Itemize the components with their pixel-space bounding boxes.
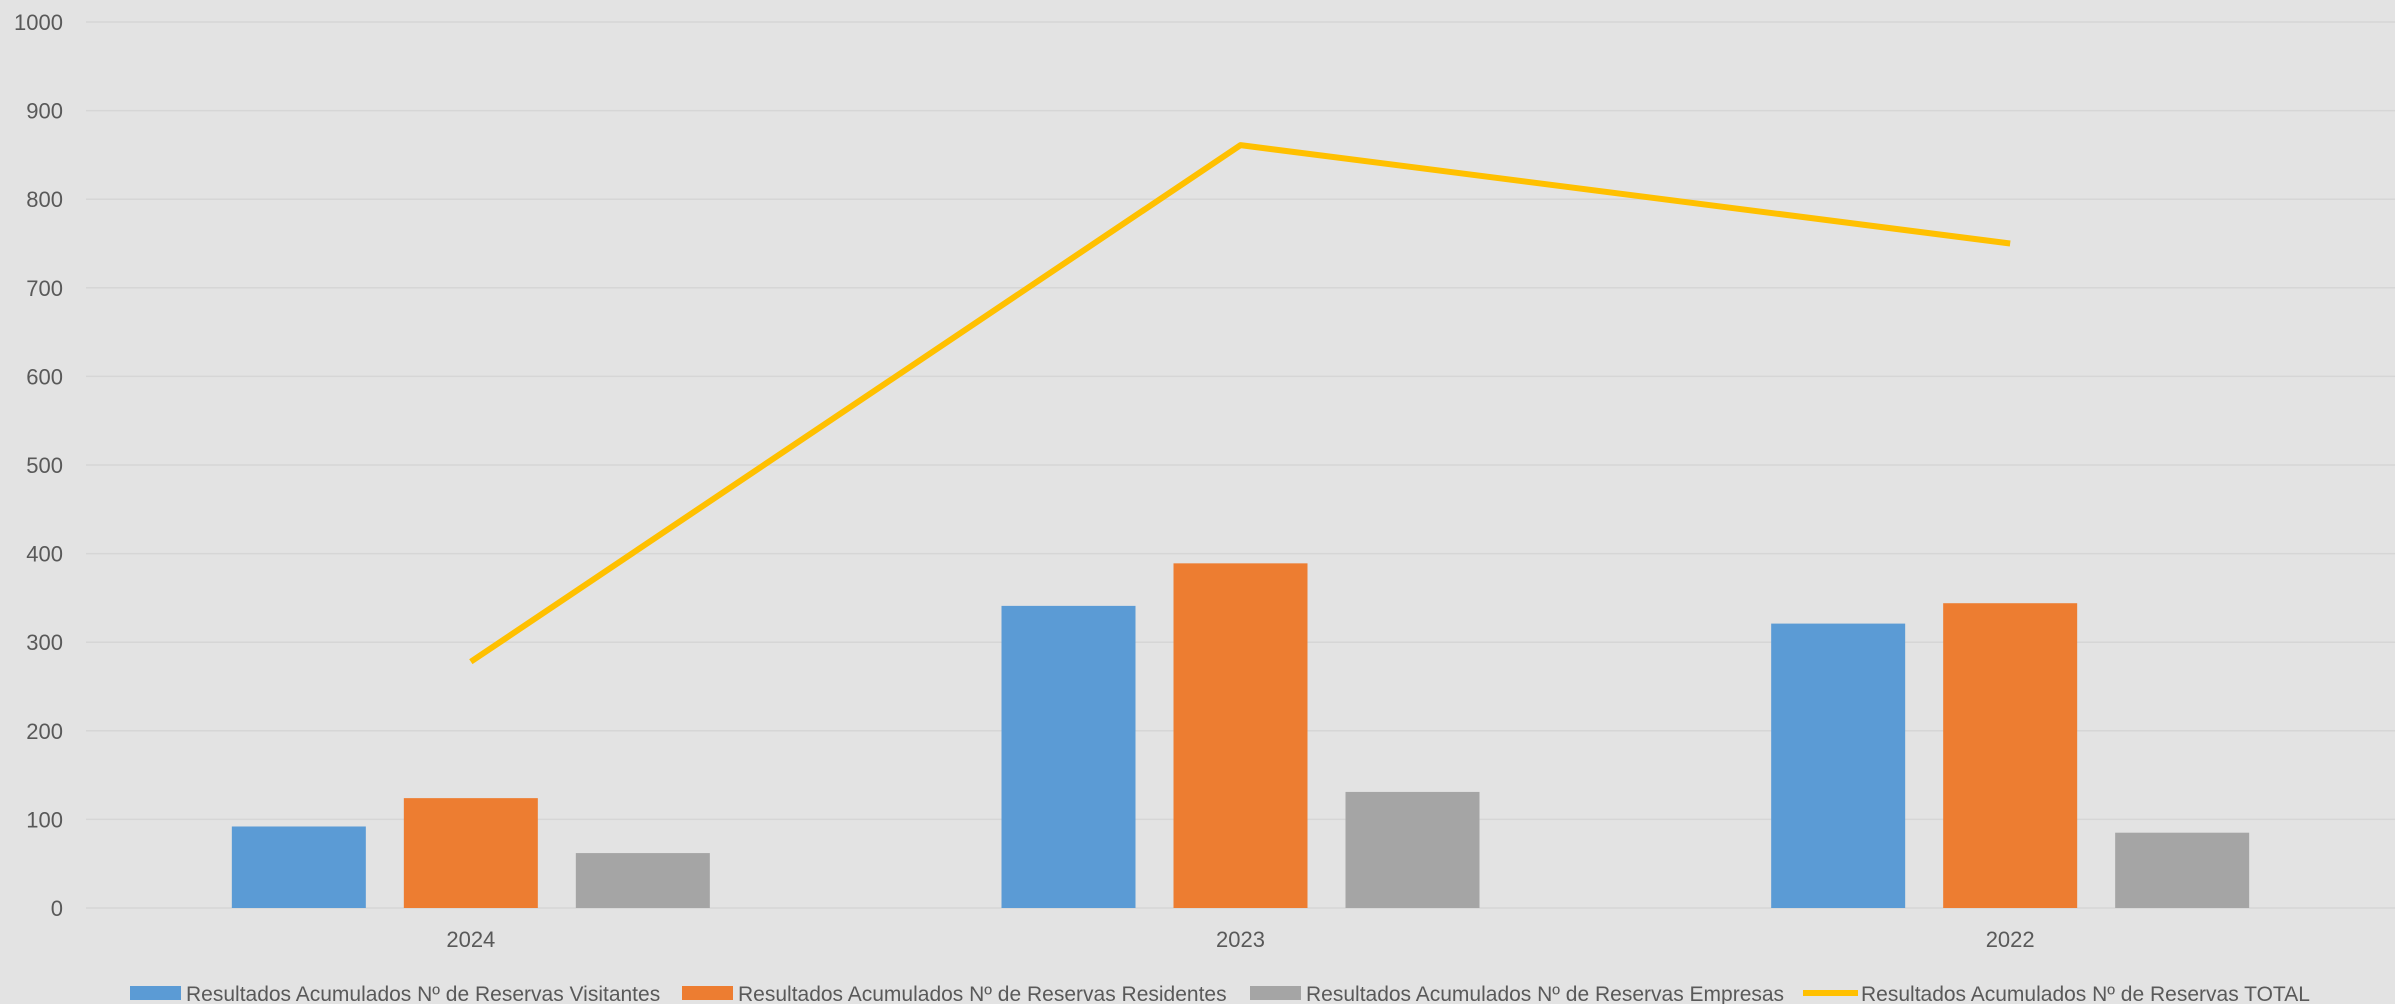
y-tick-label: 700: [26, 276, 63, 301]
bar-residentes-2024: [403, 798, 538, 908]
legend-item[interactable]: Resultados Acumulados Nº de Reservas Res…: [682, 983, 1227, 1004]
legend-swatch: [130, 986, 181, 1000]
legend-item[interactable]: Resultados Acumulados Nº de Reservas Emp…: [1250, 983, 1784, 1004]
y-tick-label: 400: [26, 542, 63, 567]
bar-visitantes-2023: [1001, 605, 1136, 908]
bar-visitantes-2022: [1771, 623, 1906, 908]
bar-residentes-2022: [1943, 603, 2078, 908]
y-tick-label: 300: [26, 630, 63, 655]
y-tick-label: 800: [26, 187, 63, 212]
bar-empresas-2023: [1345, 791, 1480, 908]
x-tick-label: 2023: [1216, 927, 1265, 952]
legend-label: Resultados Acumulados Nº de Reservas Res…: [738, 983, 1227, 1004]
bar-empresas-2024: [575, 853, 710, 908]
legend-item[interactable]: Resultados Acumulados Nº de Reservas Vis…: [130, 983, 660, 1004]
y-tick-label: 600: [26, 364, 63, 389]
legend-swatch: [682, 986, 733, 1000]
bar-visitantes-2024: [231, 826, 366, 908]
y-axis-tick-labels: 0 100 200 300 400 500 600 700 800 900 1000: [14, 10, 63, 921]
line-total: [469, 142, 2011, 665]
line-series: [469, 142, 2011, 665]
y-tick-label: 1000: [14, 10, 63, 35]
x-tick-label: 2024: [446, 927, 495, 952]
y-tick-label: 900: [26, 99, 63, 124]
legend-label: Resultados Acumulados Nº de Reservas Emp…: [1306, 983, 1784, 1004]
x-tick-label: 2022: [1986, 927, 2035, 952]
legend[interactable]: Resultados Acumulados Nº de Reservas Vis…: [130, 983, 2310, 1004]
y-tick-label: 200: [26, 719, 63, 744]
bar-series: [231, 563, 2250, 908]
y-tick-label: 100: [26, 807, 63, 832]
legend-label: Resultados Acumulados Nº de Reservas TOT…: [1861, 983, 2310, 1004]
legend-swatch: [1250, 986, 1301, 1000]
legend-label: Resultados Acumulados Nº de Reservas Vis…: [186, 983, 660, 1004]
y-tick-label: 500: [26, 453, 63, 478]
bar-empresas-2022: [2115, 832, 2250, 908]
legend-item[interactable]: Resultados Acumulados Nº de Reservas TOT…: [1803, 983, 2310, 1004]
x-axis-tick-labels: 2024 2023 2022: [446, 927, 2034, 952]
y-tick-label: 0: [51, 896, 63, 921]
bar-residentes-2023: [1173, 563, 1308, 908]
